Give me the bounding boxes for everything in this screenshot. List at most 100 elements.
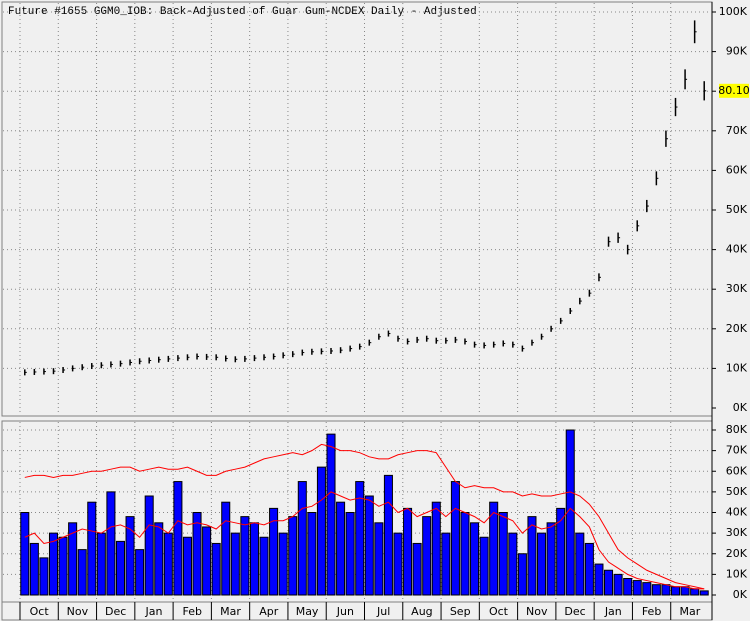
volume-bar [249,522,259,596]
volume-bar [297,481,307,596]
volume-bar [20,512,30,596]
last-price-box [719,83,749,98]
volume-bar [584,542,594,596]
x-tick-label: Dec [564,605,585,618]
y-tick-label: 80K [726,423,748,436]
y-tick-label: 30K [726,526,748,539]
volume-bar [240,516,250,596]
volume-bar [230,532,240,596]
volume-bar [48,532,59,596]
volume-bar [498,512,508,596]
y-tick-label: 70K [726,124,748,137]
volume-bar [460,512,470,596]
x-tick-label: Sep [450,605,471,618]
x-tick-label: Mar [220,605,241,618]
volume-bar [412,542,422,596]
volume-bar [345,512,355,596]
volume-bar [192,512,202,596]
y-tick-label: 10K [726,361,748,374]
volume-bar [556,507,566,596]
y-tick-label: 10K [726,567,748,580]
y-tick-label: 40K [726,243,748,256]
volume-bar [115,540,125,596]
volume-bar [364,495,374,596]
volume-bar [642,582,652,596]
volume-bar [288,516,298,596]
volume-bar [87,501,97,596]
volume-bar [661,584,671,596]
volume-bar [632,580,642,596]
y-tick-label: 0K [733,588,748,601]
volume-bar [594,563,604,596]
volume-bar [508,532,518,596]
x-tick-label: Apr [259,605,279,618]
volume-average [24,443,705,590]
volume-bar [39,557,49,596]
volume-bar [575,532,585,596]
volume-bar [623,578,633,596]
volume-bar [221,501,231,596]
volume-bar [527,516,537,596]
volume-bar [202,526,212,596]
y-tick-label: 60K [726,163,748,176]
x-tick-label: Jan [144,605,162,618]
volume-bar [537,532,547,596]
volume-bar [680,586,690,596]
price-panel [1,1,713,417]
y-tick-label: 50K [726,485,748,498]
volume-bar [699,590,709,596]
x-tick-label: Dec [105,605,126,618]
volume-bar [163,532,173,596]
volume-bar [96,532,106,596]
volume-bar [58,536,68,596]
x-tick-label: Jan [604,605,622,618]
volume-bar [307,512,317,596]
volume-bar [651,584,661,596]
volume-bar [613,573,623,596]
x-tick-label: Oct [489,605,509,618]
volume-bar [546,522,556,596]
volume-bar [422,516,432,596]
y-tick-label: 20K [726,322,748,335]
y-tick-label: 0K [733,401,748,414]
x-tick-label: Oct [30,605,50,618]
chart-title: Future #1655 GGM0_IOB: Back-Adjusted of … [8,6,477,18]
volume-bar [182,536,192,596]
y-tick-label: 70K [726,444,748,457]
volume-bar [77,549,87,596]
volume-bar [604,569,614,596]
volume-bar [517,553,527,596]
y-tick-label: 20K [726,547,748,560]
volume-bar [670,586,681,596]
volume-bar [211,542,221,596]
volume-average [24,491,705,590]
y-tick-label: 60K [726,464,748,477]
volume-bar [383,474,393,596]
volume-bar [135,549,145,596]
volume-bar [470,522,480,596]
volume-bar [68,522,78,596]
x-tick-label: Aug [411,605,432,618]
volume-bar [431,501,441,596]
volume-bar [326,433,336,596]
volume-bar [393,532,403,596]
volume-bar [29,542,39,596]
volume-bar [403,507,413,596]
volume-bar [489,501,499,596]
y-tick-label: 30K [726,282,748,295]
x-tick-label: Jun [336,605,354,618]
x-tick-label: Nov [67,605,89,618]
volume-bar [144,495,154,596]
volume-bar [336,501,346,596]
volume-bar [355,481,365,596]
x-tick-label: Feb [183,605,202,618]
volume-bar [374,522,384,596]
x-tick-label: Jul [376,605,390,618]
volume-bar [125,516,135,596]
volume-bar [441,532,451,596]
volume-bar [316,466,326,596]
volume-bar [106,491,116,596]
y-tick-label: 90K [726,45,748,58]
volume-bar [154,522,164,596]
